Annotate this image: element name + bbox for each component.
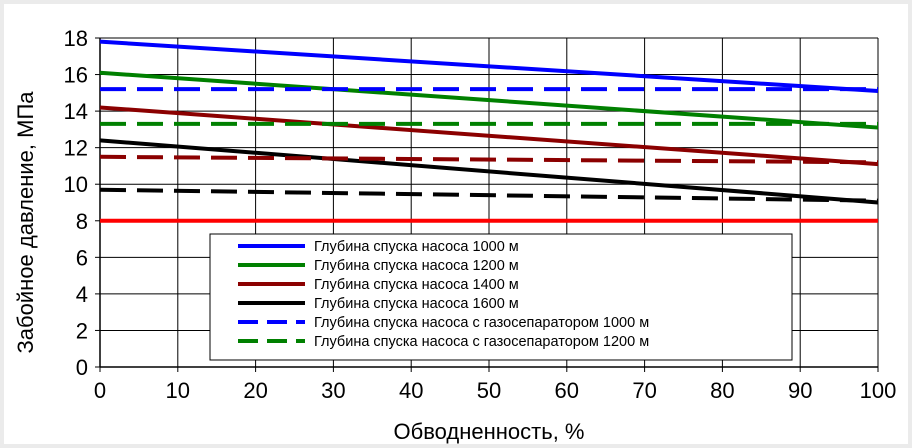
series-line-3 [99,105,879,167]
legend-box [209,233,793,361]
x-tick-label: 100 [860,378,897,403]
x-tick-label: 30 [321,378,345,403]
series-line-7 [99,154,879,165]
line-chart: 0 2 4 6 8 10 12 14 16 18 0 10 20 30 40 50 60 70 80 90 100 Обв… [13,26,897,444]
y-axis-title: Забойное давление, МПа [13,91,38,354]
series-line-1 [99,39,879,94]
y-tick-label: 14 [64,99,88,124]
y-tick-label: 8 [76,209,88,234]
y-tick-label: 4 [76,282,88,307]
legend-label: Глубина спуска насоса с газосепаратором … [314,315,649,331]
x-tick-label: 10 [166,378,190,403]
x-tick-label: 60 [555,378,579,403]
y-tick-label: 2 [76,318,88,343]
series-line-8 [99,187,879,203]
legend-label: Глубина спуска насоса 1200 м [314,258,519,274]
series-line-4 [99,138,879,205]
y-tick-label: 10 [64,172,88,197]
legend-label: Глубина спуска насоса с газосепаратором … [314,334,649,350]
x-tick-label: 50 [477,378,501,403]
y-tick-label: 12 [64,136,88,161]
legend-label: Глубина спуска насоса 1400 м [314,277,519,293]
x-tick-label: 90 [788,378,812,403]
x-tick-label: 70 [632,378,656,403]
y-tick-label: 0 [76,355,88,380]
x-axis-title: Обводненность, % [394,419,585,444]
y-tick-label: 16 [64,63,88,88]
x-tick-label: 40 [399,378,423,403]
y-tick-label: 18 [64,26,88,51]
legend-label: Глубина спуска насоса 1600 м [314,296,519,312]
x-tick-label: 20 [243,378,267,403]
chart-frame: 0 2 4 6 8 10 12 14 16 18 0 10 20 30 40 50 60 70 80 90 100 Обв… [4,4,908,444]
x-tick-label: 0 [94,378,106,403]
series-line-2 [99,70,879,130]
x-tick-label: 80 [710,378,734,403]
legend-label: Глубина спуска насоса 1000 м [314,239,519,255]
y-tick-label: 6 [76,245,88,270]
